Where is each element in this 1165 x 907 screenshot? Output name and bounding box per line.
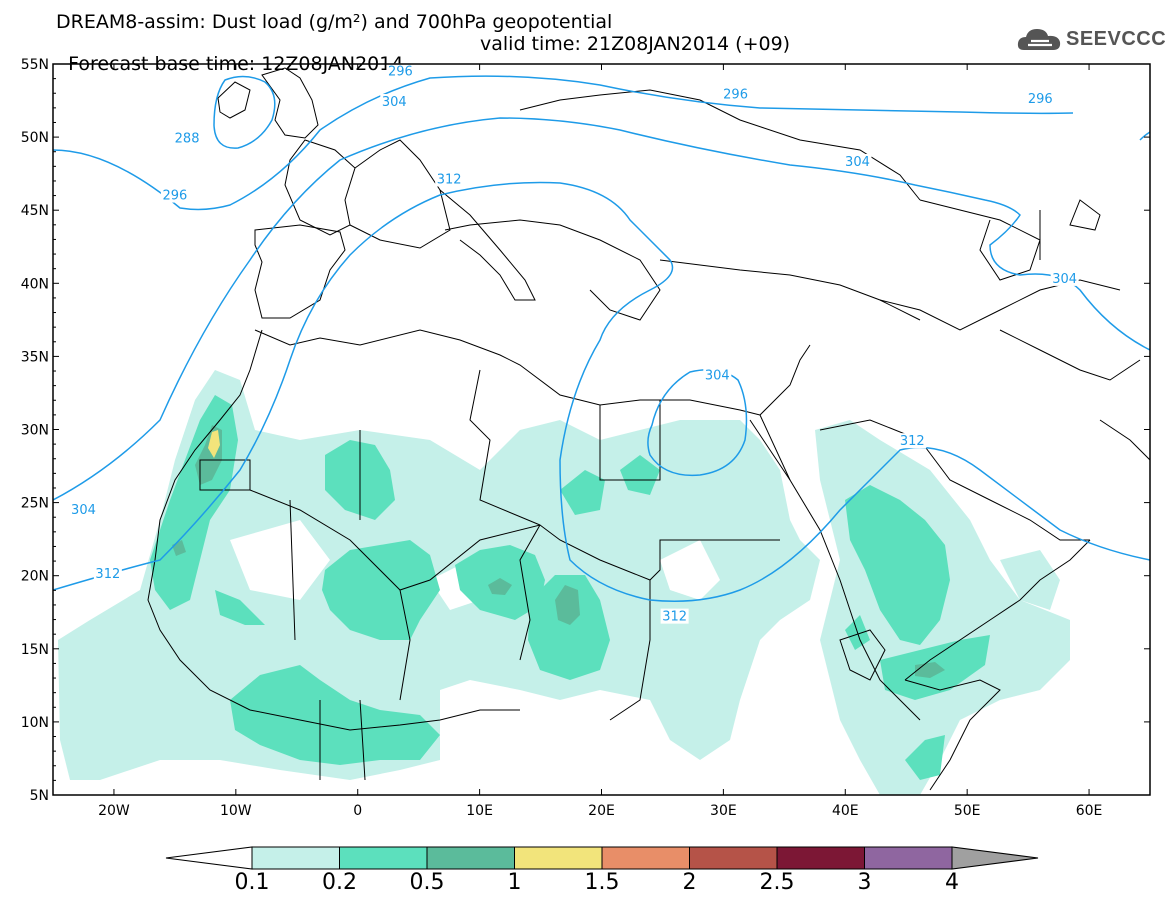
colorbar-swatch xyxy=(864,846,953,870)
lat-tick-label: 40N xyxy=(21,276,49,292)
contour-label-bg xyxy=(1050,270,1079,286)
lon-tick-label: 20E xyxy=(588,803,615,819)
colorbar-under-triangle xyxy=(165,846,253,870)
lat-tick-label: 10N xyxy=(21,715,49,731)
colorbar-label: 2 xyxy=(683,870,697,895)
lon-tick-label: 30E xyxy=(710,803,737,819)
contour-label-bg xyxy=(660,608,689,624)
colorbar-label: 1.5 xyxy=(585,870,620,895)
contour-label: 296 xyxy=(1028,92,1053,107)
contour-label-bg xyxy=(173,130,202,146)
lon-tick-label: 40E xyxy=(832,803,859,819)
lat-tick-label: 55N xyxy=(21,57,49,73)
colorbar-swatch xyxy=(251,846,340,870)
lat-tick-label: 35N xyxy=(21,349,49,365)
colorbar-label: 0.5 xyxy=(410,870,445,895)
geopotential-contours xyxy=(53,75,1150,602)
lat-tick-label: 30N xyxy=(21,423,49,439)
contour-label-bg xyxy=(380,94,409,110)
cloud-logo-icon xyxy=(1017,29,1061,50)
contour-label: 288 xyxy=(175,132,200,147)
dust-shading-1 xyxy=(208,430,220,458)
contour-label: 296 xyxy=(388,64,413,79)
colorbar-swatch xyxy=(426,846,515,870)
lon-tick-label: 50E xyxy=(954,803,981,819)
lat-tick-label: 15N xyxy=(21,642,49,658)
colorbar-swatch xyxy=(601,846,690,870)
contour-label: 304 xyxy=(1052,272,1077,287)
coastlines-borders xyxy=(147,67,1150,791)
colorbar-label: 3 xyxy=(858,870,872,895)
lat-tick-label: 25N xyxy=(21,496,49,512)
colorbar-swatch xyxy=(339,846,428,870)
contour-label-bg xyxy=(703,367,732,383)
lat-tick-label: 5N xyxy=(30,788,49,804)
colorbar-label: 4 xyxy=(945,870,959,895)
contour-label: 312 xyxy=(662,610,687,625)
colorbar-swatch xyxy=(776,846,865,870)
lat-tick-label: 50N xyxy=(21,130,49,146)
colorbar-swatch xyxy=(514,846,603,870)
contour-label: 304 xyxy=(71,503,96,518)
contour-label-bg xyxy=(435,171,464,187)
lat-tick-label: 20N xyxy=(21,569,49,585)
latitude-axis: 55N 50N 45N 40N 35N 30N 25N 20N 15N 10N 5N xyxy=(21,57,1150,804)
contour-label: 304 xyxy=(705,368,730,383)
contour-label-bg xyxy=(898,433,927,449)
contour-label: 296 xyxy=(162,189,187,204)
contour-label: 312 xyxy=(437,172,462,187)
contour-label: 312 xyxy=(95,567,120,582)
colorbar-label: 2.5 xyxy=(760,870,795,895)
colorbar-label: 1 xyxy=(508,870,522,895)
colorbar-swatch xyxy=(689,846,778,870)
lon-tick-label: 10E xyxy=(466,803,493,819)
lon-tick-label: 10W xyxy=(220,803,252,819)
longitude-axis: 20W 10W 0 10E 20E 30E 40E 50E 60E xyxy=(98,64,1102,819)
lon-tick-label: 0 xyxy=(353,803,362,819)
contour-label: 312 xyxy=(900,434,925,449)
contour-label-bg xyxy=(69,501,98,517)
valid-time: valid time: 21Z08JAN2014 (+09) xyxy=(480,33,791,55)
contour-label: 304 xyxy=(382,95,407,110)
contour-label-bg xyxy=(721,86,750,102)
contour-label: 304 xyxy=(845,155,870,170)
contour-labels: 296 288 296 304 312 296 296 304 304 304 312 304 312 3… xyxy=(69,63,1079,625)
contour-label-bg xyxy=(843,153,872,169)
colorbar-label: 0.2 xyxy=(322,870,357,895)
dust-load-field xyxy=(58,370,1070,795)
contour-label-bg xyxy=(386,63,415,79)
logo-text: SEEVCCC xyxy=(1066,28,1165,50)
contour-label: 296 xyxy=(723,88,748,103)
dust-shading-0.5 xyxy=(172,425,945,678)
lat-tick-label: 45N xyxy=(21,203,49,219)
colorbar: 0.1 0.2 0.5 1 1.5 2 2.5 3 4 xyxy=(165,846,1039,895)
contour-label-bg xyxy=(1026,91,1055,107)
colorbar-over-triangle xyxy=(951,846,1039,870)
contour-label-bg xyxy=(93,566,122,582)
lon-tick-label: 20W xyxy=(98,803,130,819)
contour-label-bg xyxy=(160,187,189,203)
lon-tick-label: 60E xyxy=(1076,803,1103,819)
colorbar-label: 0.1 xyxy=(235,870,270,895)
map-title: DREAM8-assim: Dust load (g/m²) and 700hP… xyxy=(56,11,613,33)
